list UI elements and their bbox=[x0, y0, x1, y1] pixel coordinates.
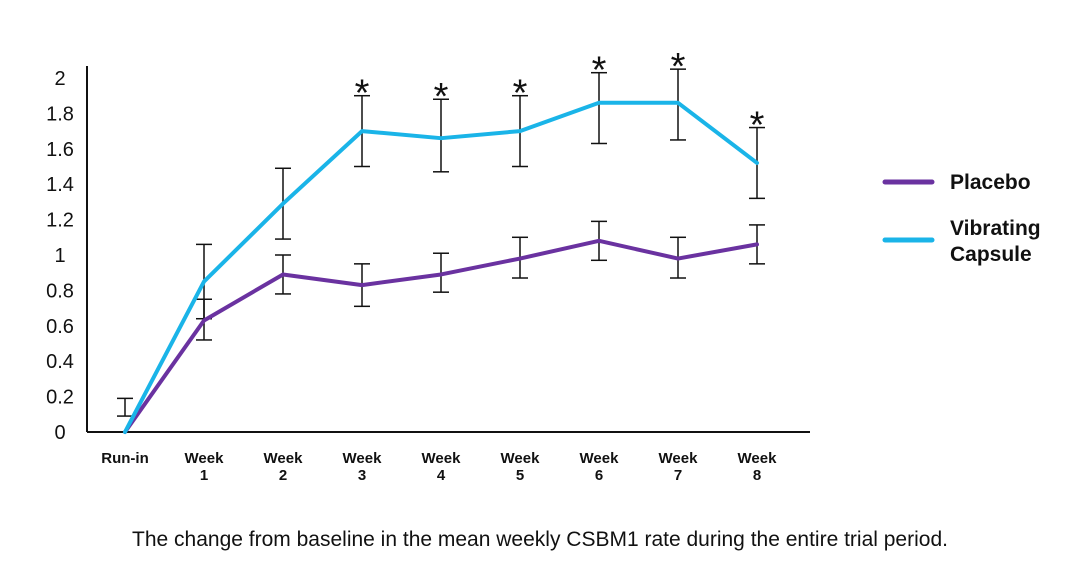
axes bbox=[86, 66, 810, 433]
y-tick-label: 0.8 bbox=[46, 280, 74, 302]
y-tick-label: 1 bbox=[54, 245, 65, 267]
data-point-vibrating-capsule bbox=[439, 136, 443, 140]
x-tick-label: Week 6 bbox=[580, 450, 620, 484]
legend: Placebo Vibrating Capsule bbox=[882, 171, 1041, 266]
data-point-placebo bbox=[202, 318, 206, 322]
data-point-placebo bbox=[518, 257, 522, 261]
error-bar bbox=[117, 397, 133, 417]
data-point-placebo bbox=[755, 242, 759, 246]
x-tick-label: Week 1 bbox=[185, 450, 225, 484]
significance-star: * bbox=[513, 73, 528, 115]
y-tick-label: 1.8 bbox=[46, 103, 74, 125]
y-tick-label: 0.2 bbox=[46, 387, 74, 409]
legend-item: Vibrating Capsule bbox=[882, 217, 1041, 266]
significance-star: * bbox=[355, 73, 370, 115]
data-point-placebo bbox=[597, 239, 601, 243]
data-point-vibrating-capsule bbox=[676, 101, 680, 105]
y-axis-ticks: 0 0.2 0.4 0.6 0.8 1 1.2 1.4 1.6 1.8 2 bbox=[46, 68, 74, 444]
y-tick-label: 1.6 bbox=[46, 139, 74, 161]
x-tick-label: Run-in bbox=[101, 450, 148, 467]
significance-star: * bbox=[750, 105, 765, 147]
data-point-vibrating-capsule bbox=[123, 430, 127, 434]
data-point-vibrating-capsule bbox=[518, 129, 522, 133]
significance-star: * bbox=[671, 46, 686, 88]
x-tick-label: Week 4 bbox=[422, 450, 462, 484]
data-point-placebo bbox=[676, 257, 680, 261]
significance-star: * bbox=[434, 76, 449, 118]
x-tick-label: Week 8 bbox=[738, 450, 778, 484]
legend-item: Placebo bbox=[882, 171, 1031, 194]
data-point-placebo bbox=[439, 272, 443, 276]
x-tick-label: Week 2 bbox=[264, 450, 304, 484]
y-tick-label: 2 bbox=[54, 68, 65, 90]
data-point-placebo bbox=[360, 283, 364, 287]
data-point-vibrating-capsule bbox=[281, 202, 285, 206]
y-tick-label: 1.2 bbox=[46, 210, 74, 232]
series-lines bbox=[123, 100, 759, 434]
error-bars bbox=[117, 68, 765, 417]
data-point-vibrating-capsule bbox=[597, 101, 601, 105]
data-point-vibrating-capsule bbox=[202, 280, 206, 284]
y-tick-label: 1.4 bbox=[46, 174, 74, 196]
error-bar bbox=[591, 71, 607, 145]
x-tick-label: Week 7 bbox=[659, 450, 699, 484]
legend-label: Placebo bbox=[950, 171, 1031, 194]
x-tick-label: Week 5 bbox=[501, 450, 541, 484]
significance-star: * bbox=[592, 50, 607, 92]
x-axis-ticks: Run-in Week 1 Week 2 Week 3 Week 4 Week 5 Week 6 Week… bbox=[101, 450, 777, 484]
significance-markers: * * * * * * bbox=[355, 46, 765, 146]
figure-caption: The change from baseline in the mean wee… bbox=[132, 528, 948, 551]
data-point-placebo bbox=[281, 272, 285, 276]
x-tick-label: Week 3 bbox=[343, 450, 383, 484]
legend-label: Vibrating Capsule bbox=[950, 217, 1041, 266]
y-tick-label: 0 bbox=[54, 422, 65, 444]
data-point-vibrating-capsule bbox=[755, 161, 759, 165]
error-bar bbox=[433, 98, 449, 173]
y-tick-label: 0.4 bbox=[46, 351, 74, 373]
y-tick-label: 0.6 bbox=[46, 316, 74, 338]
data-point-vibrating-capsule bbox=[360, 129, 364, 133]
